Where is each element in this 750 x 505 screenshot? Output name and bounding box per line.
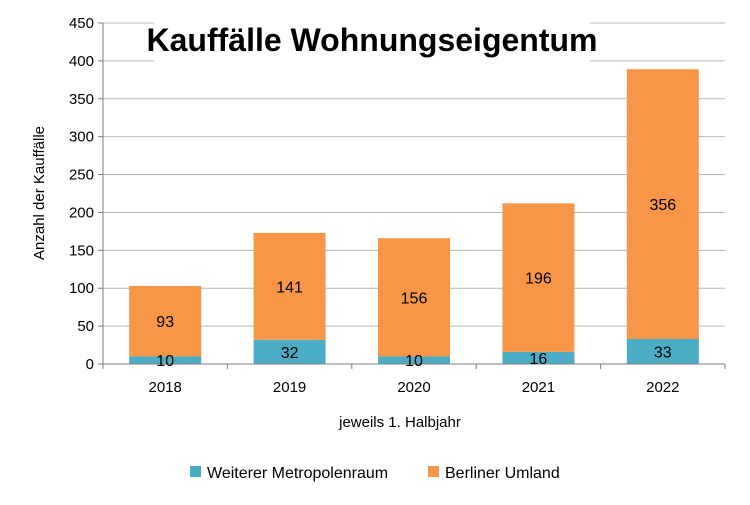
data-label: 141 bbox=[276, 279, 303, 296]
y-tick-label: 350 bbox=[69, 91, 94, 108]
x-tick-label: 2019 bbox=[273, 379, 306, 396]
bar-weiterer-metropolenraum-2020 bbox=[378, 356, 450, 364]
data-label: 33 bbox=[654, 344, 672, 361]
bar-berliner-umland-2018 bbox=[129, 285, 202, 357]
chart-title-box: Kauffälle Wohnungseigentum bbox=[147, 16, 597, 64]
y-tick-label: 450 bbox=[69, 15, 94, 32]
data-label: 156 bbox=[401, 290, 428, 307]
x-axis-ticks: 2018 2019 2020 2021 2022 bbox=[102, 364, 726, 396]
bars bbox=[129, 69, 699, 364]
y-tick-label: 250 bbox=[69, 167, 94, 184]
y-tick-label: 150 bbox=[69, 242, 94, 259]
legend-swatch bbox=[428, 466, 439, 477]
data-labels: 10 93 32 141 10 156 16 196 33 356 bbox=[156, 197, 676, 370]
y-tick-label: 200 bbox=[69, 204, 94, 221]
x-tick-label: 2022 bbox=[646, 379, 679, 396]
y-tick-label: 0 bbox=[86, 356, 94, 373]
bar-berliner-umland-2021 bbox=[502, 203, 575, 352]
x-axis-label: jeweils 1. Halbjahr bbox=[338, 414, 461, 431]
data-label: 196 bbox=[525, 271, 552, 288]
legend-label: Weiterer Metropolenraum bbox=[207, 465, 388, 482]
legend-label: Berliner Umland bbox=[445, 465, 560, 482]
data-label: 10 bbox=[405, 353, 423, 370]
bar-berliner-umland-2020 bbox=[378, 238, 450, 357]
data-label: 32 bbox=[281, 345, 299, 362]
y-tick-label: 400 bbox=[69, 53, 94, 70]
y-tick-label: 100 bbox=[69, 280, 94, 297]
chart-title: Kauffälle Wohnungseigentum bbox=[146, 21, 598, 58]
bar-weiterer-metropolenraum-2021 bbox=[502, 351, 575, 364]
bar-weiterer-metropolenraum-2018 bbox=[129, 356, 202, 364]
legend: Weiterer Metropolenraum Berliner Umland bbox=[190, 465, 560, 482]
y-tick-label: 300 bbox=[69, 129, 94, 146]
y-tick-label: 50 bbox=[77, 318, 94, 335]
x-tick-label: 2020 bbox=[397, 379, 430, 396]
data-label: 10 bbox=[156, 353, 174, 370]
bar-weiterer-metropolenraum-2022 bbox=[626, 338, 699, 364]
y-axis-label: Anzahl der Kauffälle bbox=[31, 126, 48, 260]
x-tick-label: 2021 bbox=[522, 379, 555, 396]
data-label: 356 bbox=[649, 197, 676, 214]
data-label: 16 bbox=[530, 351, 548, 368]
bar-berliner-umland-2022 bbox=[626, 69, 699, 339]
axes bbox=[102, 23, 725, 365]
legend-swatch bbox=[190, 466, 201, 477]
bar-weiterer-metropolenraum-2019 bbox=[253, 339, 326, 364]
y-axis-ticks: 0 50 100 150 200 250 300 350 400 450 bbox=[69, 15, 103, 373]
x-tick-label: 2018 bbox=[149, 379, 182, 396]
bar-berliner-umland-2019 bbox=[253, 232, 326, 340]
data-label: 93 bbox=[156, 314, 174, 331]
